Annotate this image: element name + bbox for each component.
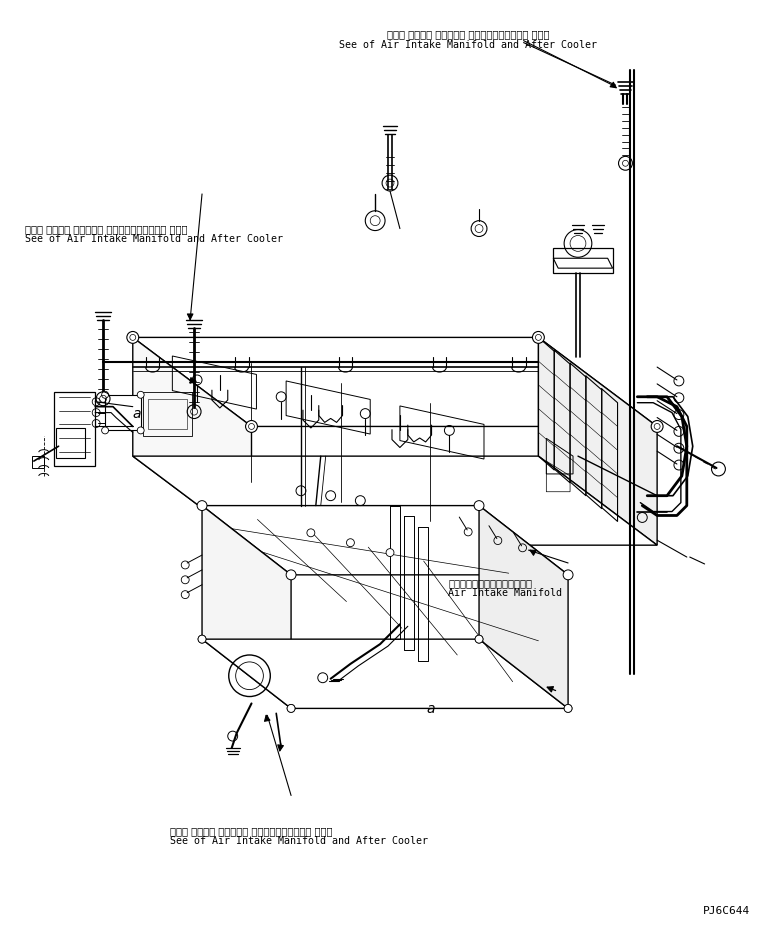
Text: エアーインテークマニホールド: エアーインテークマニホールド [448,578,533,588]
Text: See of Air Intake Manifold and After Cooler: See of Air Intake Manifold and After Coo… [25,234,283,244]
Circle shape [102,391,109,398]
Polygon shape [133,456,657,545]
Circle shape [286,570,296,579]
Circle shape [564,705,572,712]
Text: エアー インテー クマニホー ルドおよびアフタクー ラ参照: エアー インテー クマニホー ルドおよびアフタクー ラ参照 [25,224,187,234]
Polygon shape [202,639,568,709]
Circle shape [475,636,483,643]
Circle shape [307,529,315,536]
Circle shape [198,636,206,643]
Text: PJ6C644: PJ6C644 [703,906,751,915]
Circle shape [347,539,355,547]
Circle shape [564,705,572,712]
Circle shape [533,331,544,344]
Polygon shape [133,337,251,545]
Circle shape [137,391,144,398]
Circle shape [245,420,258,432]
Circle shape [197,501,207,510]
Polygon shape [105,395,141,431]
Polygon shape [553,258,612,268]
Polygon shape [54,392,95,466]
Circle shape [651,420,663,432]
Circle shape [474,501,484,510]
Circle shape [386,548,394,557]
Circle shape [137,427,144,434]
Circle shape [475,636,483,643]
Circle shape [127,331,139,344]
Text: a: a [133,407,141,421]
Polygon shape [202,505,291,709]
Text: エアー インテー クマニホー ルドおよびアフタクー ラ参照: エアー インテー クマニホー ルドおよびアフタクー ラ参照 [170,826,333,836]
Text: See of Air Intake Manifold and After Cooler: See of Air Intake Manifold and After Coo… [339,40,597,50]
Polygon shape [538,337,657,545]
Circle shape [287,705,295,712]
Text: See of Air Intake Manifold and After Cooler: See of Air Intake Manifold and After Coo… [170,836,428,846]
Text: a: a [426,702,435,716]
Polygon shape [202,505,568,575]
Polygon shape [133,337,657,427]
Polygon shape [479,505,568,709]
Circle shape [198,636,206,643]
Circle shape [102,427,109,434]
Text: エアー インテー クマニホー ルドおよびアフタクー ラ参照: エアー インテー クマニホー ルドおよびアフタクー ラ参照 [387,30,549,39]
Text: Air Intake Manifold: Air Intake Manifold [448,588,562,598]
Circle shape [287,705,295,712]
Circle shape [563,570,573,579]
